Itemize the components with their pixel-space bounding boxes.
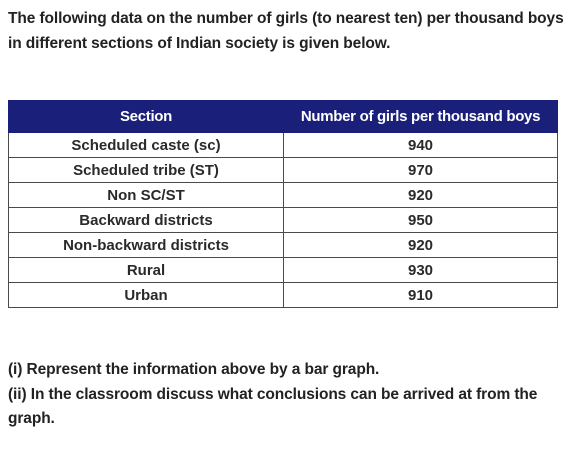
table-row: Scheduled tribe (ST) 970 (8, 157, 558, 183)
section-cell: Rural (8, 257, 284, 283)
intro-text: The following data on the number of girl… (8, 10, 564, 52)
question-2: (ii) In the classroom discuss what concl… (8, 385, 538, 428)
value-cell: 930 (283, 257, 558, 283)
value-cell: 920 (283, 232, 558, 258)
questions: (i) Represent the information above by a… (8, 358, 564, 432)
table-row: Scheduled caste (sc) 940 (8, 132, 558, 158)
question-1: (i) Represent the information above by a… (8, 361, 380, 378)
table-row: Non-backward districts 920 (8, 232, 558, 258)
section-cell: Scheduled caste (sc) (8, 132, 284, 158)
value-cell: 950 (283, 207, 558, 233)
table-row: Rural 930 (8, 257, 558, 283)
section-cell: Non-backward districts (8, 232, 284, 258)
table-row: Non SC/ST 920 (8, 182, 558, 208)
section-cell: Non SC/ST (8, 182, 284, 208)
table-row: Backward districts 950 (8, 207, 558, 233)
section-cell: Scheduled tribe (ST) (8, 157, 284, 183)
value-cell: 970 (283, 157, 558, 183)
table-header-row: Section Number of girls per thousand boy… (8, 100, 558, 133)
section-cell: Urban (8, 282, 284, 308)
value-cell: 920 (283, 182, 558, 208)
table-row: Urban 910 (8, 282, 558, 308)
value-cell: 910 (283, 282, 558, 308)
header-section: Section (8, 100, 284, 133)
data-table: Section Number of girls per thousand boy… (8, 100, 558, 308)
header-girls-per-thousand: Number of girls per thousand boys (283, 100, 558, 133)
value-cell: 940 (283, 132, 558, 158)
section-cell: Backward districts (8, 207, 284, 233)
